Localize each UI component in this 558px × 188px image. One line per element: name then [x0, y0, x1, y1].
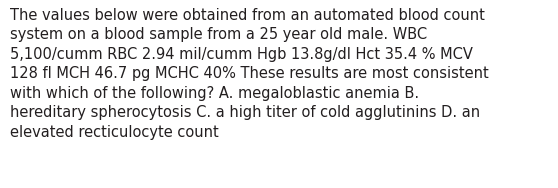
Text: The values below were obtained from an automated blood count
system on a blood s: The values below were obtained from an a…: [10, 8, 489, 140]
